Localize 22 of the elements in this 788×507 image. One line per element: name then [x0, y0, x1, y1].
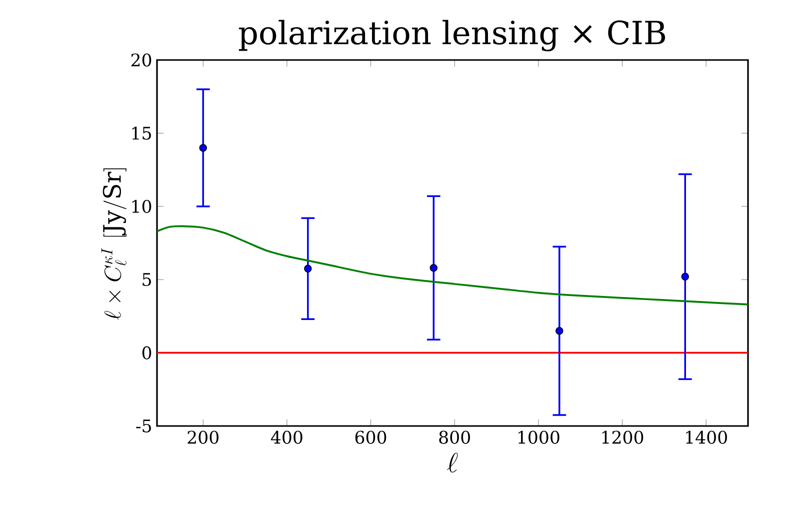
x-tick-label: 600	[355, 430, 386, 444]
point	[199, 144, 207, 152]
y-tick-label: 0	[142, 346, 152, 360]
x-tick-label: 400	[270, 430, 302, 444]
point	[430, 264, 438, 272]
x-tick-label: 1000	[518, 430, 560, 444]
y-tick-label: 5	[142, 273, 151, 286]
y-tick-label: 15	[132, 126, 151, 140]
y-tick-label: 10	[132, 200, 152, 213]
y-tick-label: 20	[131, 53, 152, 67]
point	[556, 326, 564, 335]
line-series	[157, 225, 748, 306]
y-axis-title: $\ell \times C_\ell^{\kappa I}\ [\mathrm{Jy/Sr}]$	[101, 168, 127, 320]
x-tick-label: 1400	[686, 430, 727, 444]
x-axis-title: $\ell$	[447, 452, 458, 473]
x-tick-label: 1200	[602, 430, 644, 444]
point	[304, 264, 312, 272]
y-tick-label: -5	[136, 420, 151, 432]
point	[681, 272, 690, 281]
x-tick-label: 800	[439, 430, 470, 444]
x-tick-label: 200	[188, 430, 218, 444]
chart-title: polarization lensing × CIB	[238, 20, 666, 52]
